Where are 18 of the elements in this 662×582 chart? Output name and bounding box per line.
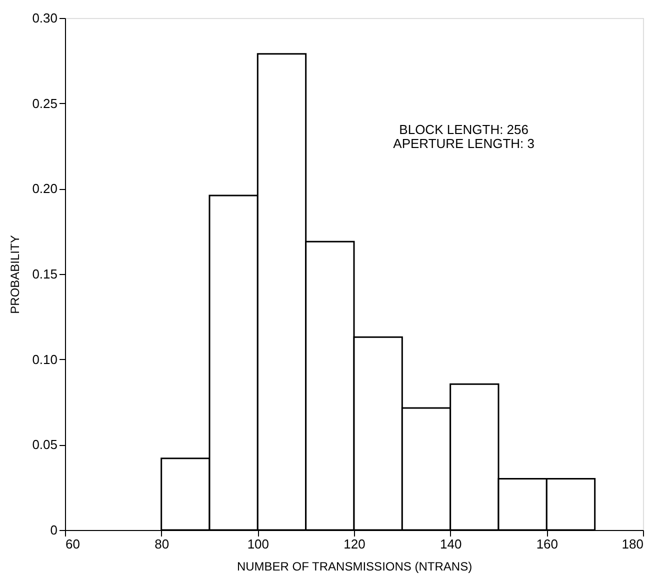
x-tick-label: 80	[154, 536, 170, 552]
y-tick-label: 0.25	[32, 96, 58, 111]
x-tick-label: 160	[536, 536, 558, 552]
y-tick-label: 0.20	[32, 181, 58, 196]
x-tick-label: 180	[622, 536, 644, 552]
x-tick-label: 120	[344, 536, 366, 552]
y-axis-title: PROBABILITY	[8, 235, 22, 314]
y-tick-label: 0	[50, 522, 58, 538]
x-tick-label: 140	[440, 536, 462, 552]
annotation: APERTURE LENGTH: 3	[393, 136, 534, 151]
y-tick-label: 0.10	[32, 352, 58, 367]
y-tick-label: 0.05	[32, 437, 58, 452]
y-tick-label: 0.30	[32, 10, 58, 26]
annotation: BLOCK LENGTH: 256	[399, 122, 528, 137]
x-axis-title: NUMBER OF TRANSMISSIONS (NTRANS)	[236, 560, 472, 574]
y-tick-label: 0.15	[32, 266, 58, 282]
x-tick-label: 100	[247, 536, 270, 552]
x-tick-label: 60	[66, 536, 80, 552]
